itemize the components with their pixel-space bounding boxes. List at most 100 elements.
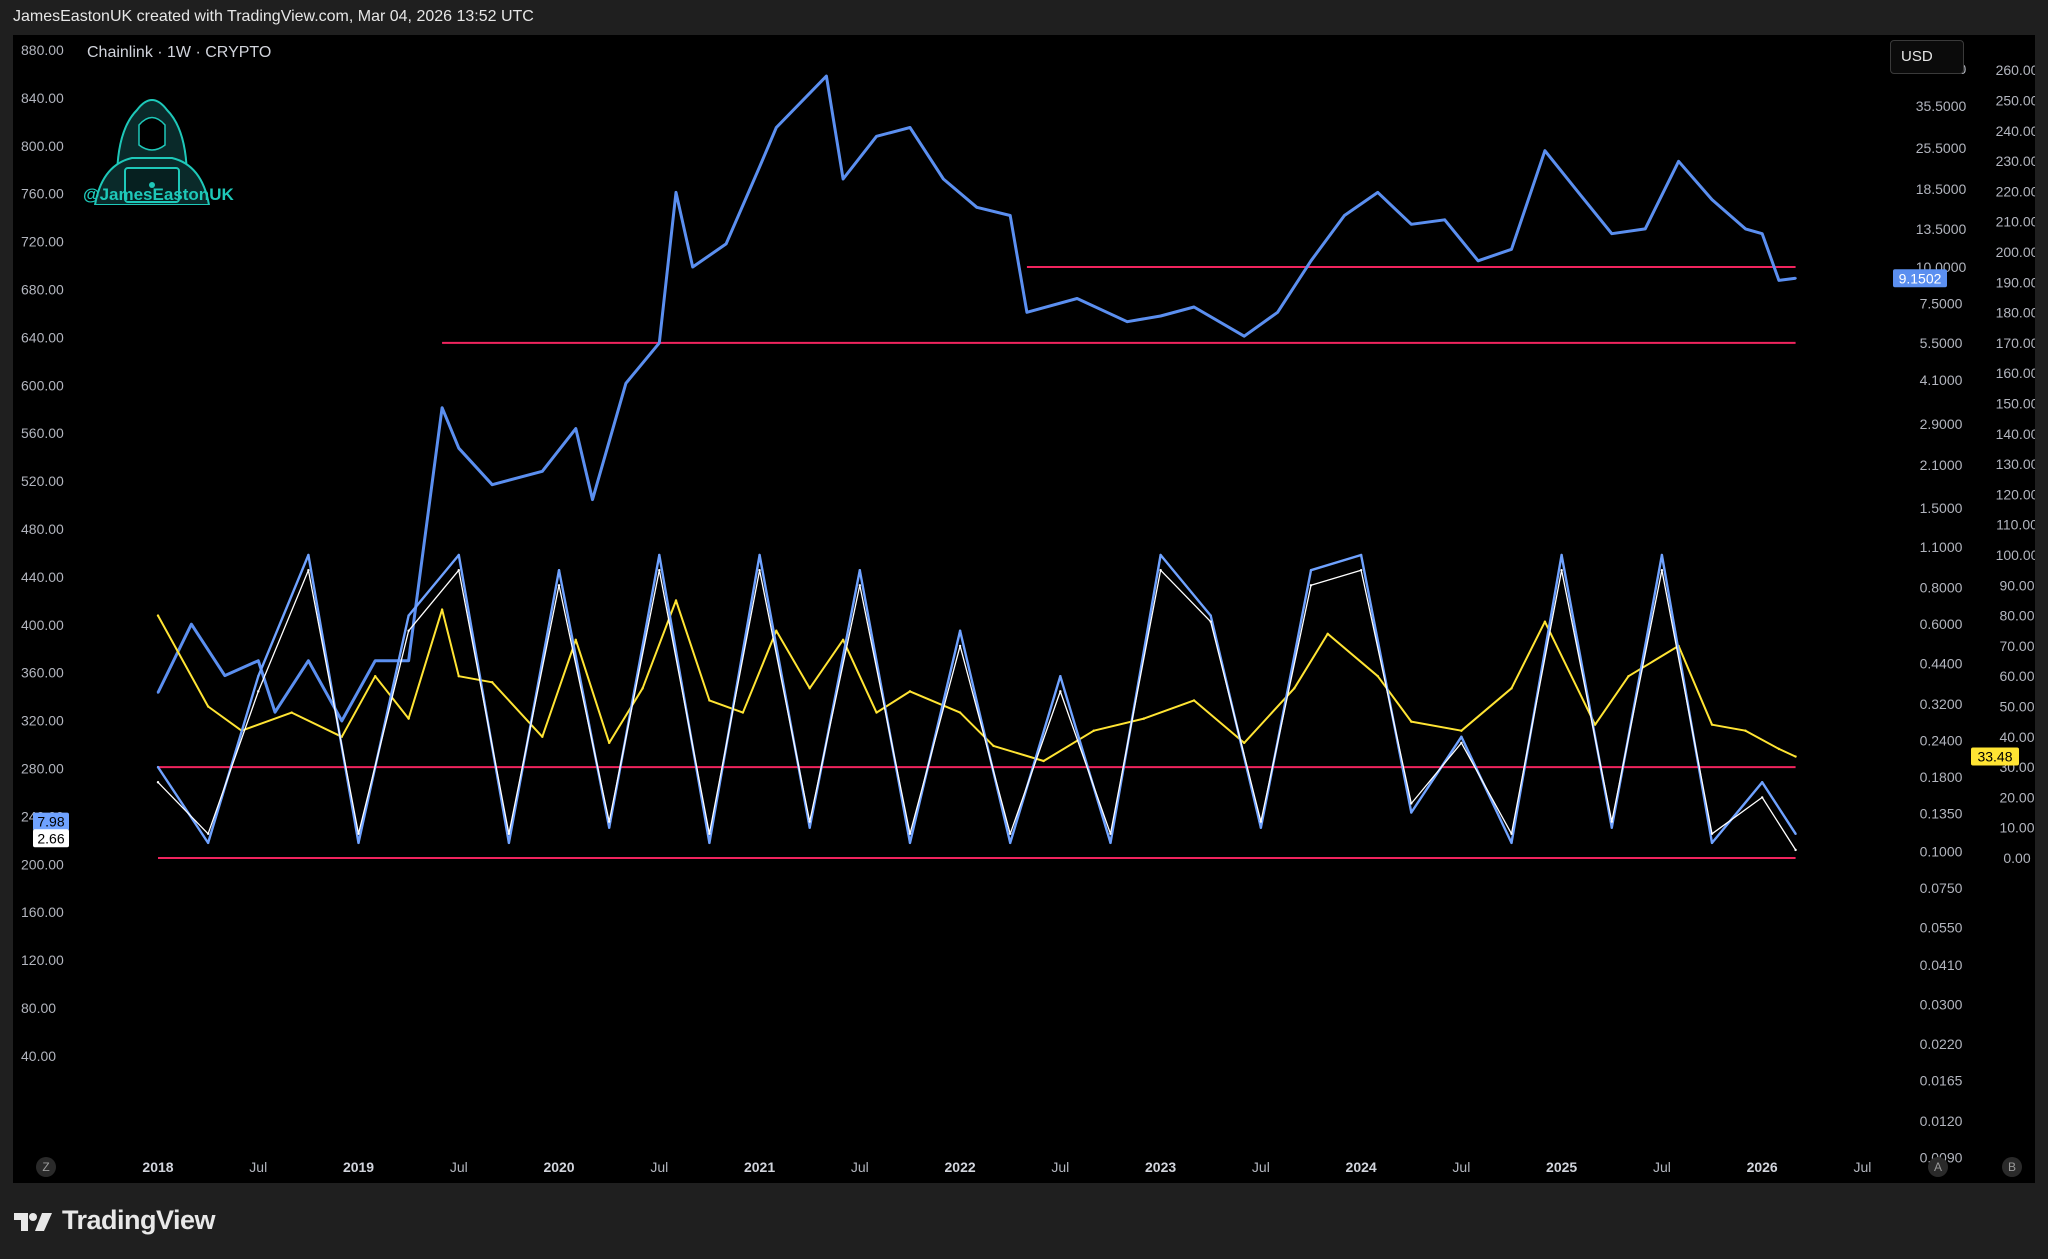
stoch-d-tag-bg — [33, 829, 69, 848]
left-axis-label: 800.00 — [21, 138, 64, 154]
x-axis-label: Jul — [851, 1159, 869, 1175]
price-point — [307, 659, 310, 662]
oscillator-point — [1627, 675, 1630, 678]
stoch-k-line — [156, 553, 1797, 845]
stoch-d-point — [557, 584, 561, 587]
stoch-k-point — [708, 841, 711, 845]
timezone-button[interactable]: Z — [36, 1157, 56, 1177]
stoch-k-point — [1109, 841, 1112, 845]
stoch-d-point — [1510, 832, 1513, 835]
oscillator-point — [741, 711, 745, 714]
price-axis-label: 0.8000 — [1920, 580, 1963, 596]
stoch-d-point — [958, 644, 962, 648]
price-point — [223, 674, 227, 677]
x-axis-label: 2025 — [1546, 1159, 1577, 1175]
price-point — [1677, 160, 1680, 163]
price-axis-label: 0.1800 — [1920, 769, 1963, 785]
right-axis-label: 40.00 — [1999, 729, 2034, 745]
x-axis-label: Jul — [1853, 1159, 1871, 1175]
price-axis-label: 18.5000 — [1916, 181, 1967, 197]
price-tag: 9.1502 — [1899, 270, 1942, 286]
price-point — [1794, 277, 1797, 280]
left-axis-label: 480.00 — [21, 521, 64, 537]
right-axis-label: 60.00 — [1999, 668, 2034, 684]
oscillator-point — [1092, 729, 1095, 732]
stoch-d-point — [808, 820, 811, 823]
stoch-k-point — [557, 568, 561, 572]
stoch-d-point — [1710, 832, 1714, 835]
oscillator-point — [206, 705, 210, 708]
right-axis-label: 200.00 — [1996, 244, 2035, 260]
price-point — [374, 659, 377, 662]
stoch-d-point — [156, 781, 160, 784]
oscillator-point — [1777, 747, 1781, 751]
x-axis-label: 2018 — [142, 1159, 173, 1175]
right-axis-label: 210.00 — [1996, 214, 2035, 230]
tradingview-logo[interactable]: TradingView — [14, 1205, 216, 1236]
price-point — [1075, 297, 1079, 300]
oscillator-point — [958, 711, 962, 714]
stoch-d-point — [1610, 820, 1613, 823]
oscillator-point — [908, 690, 912, 693]
currency-button[interactable]: USD — [1890, 40, 1964, 74]
stoch-d-point — [206, 832, 210, 835]
right-axis-label: 170.00 — [1996, 335, 2035, 351]
left-axis-label: 760.00 — [21, 186, 64, 202]
oscillator-point — [1376, 675, 1380, 678]
price-axis-label: 0.0300 — [1920, 996, 1963, 1012]
chart-panel[interactable]: 880.00 840.00 800.00 760.00 720.00 680.00 640.… — [13, 35, 2035, 1183]
price-axis-label: 0.0550 — [1920, 920, 1963, 936]
left-axis-label: 440.00 — [21, 569, 64, 585]
oscillator-point — [1710, 723, 1714, 726]
stoch-k-point — [1710, 841, 1714, 845]
oscillator-point — [407, 717, 410, 720]
stoch-k-point — [1159, 553, 1162, 557]
x-axis-label: 2026 — [1747, 1159, 1778, 1175]
price-point — [457, 446, 460, 450]
oscillator-point — [1794, 755, 1797, 758]
oscillator-point — [457, 675, 460, 678]
left-axis-label: 280.00 — [21, 761, 64, 777]
oscillator-tag-bg — [1971, 747, 2019, 766]
stoch-k-point — [1610, 826, 1613, 829]
chart-svg[interactable]: 880.00 840.00 800.00 760.00 720.00 680.00 640.… — [13, 35, 2035, 1183]
price-point — [1760, 232, 1764, 235]
price-point — [1543, 149, 1547, 152]
stoch-k-point — [457, 553, 460, 557]
price-axis-label: 0.1000 — [1920, 844, 1963, 860]
price-point — [1343, 214, 1346, 217]
right-axis-label: 70.00 — [1999, 638, 2034, 654]
right-axis-label: 10.00 — [1999, 820, 2034, 836]
x-axis-label: Jul — [1051, 1159, 1069, 1175]
oscillator-point — [1142, 717, 1146, 720]
stoch-d-point — [307, 568, 310, 572]
price-point — [1710, 198, 1714, 201]
stoch-k-tag: 7.98 — [37, 814, 64, 830]
price-axis-label: 0.0220 — [1920, 1036, 1963, 1052]
stoch-d-point — [1410, 802, 1413, 805]
price-point — [1309, 259, 1313, 263]
price-point — [541, 470, 544, 473]
x-axis-label: Jul — [650, 1159, 668, 1175]
stoch-k-point — [858, 568, 862, 572]
stoch-d-point — [858, 584, 862, 587]
base-scale-button[interactable]: B — [2002, 1157, 2022, 1177]
right-axis-label: 160.00 — [1996, 365, 2035, 381]
oscillator-point — [641, 687, 644, 690]
stoch-d-point — [1259, 820, 1263, 823]
oscillator-point — [1510, 687, 1513, 690]
footer-brand: TradingView — [62, 1205, 216, 1235]
auto-scale-button[interactable]: A — [1928, 1157, 1948, 1177]
stoch-d-point — [708, 832, 711, 835]
stoch-k-point — [407, 614, 410, 617]
stoch-k-point — [1259, 826, 1263, 829]
price-axis-label: 0.6000 — [1920, 616, 1963, 632]
oscillator-tag: 33.48 — [1977, 749, 2012, 765]
stoch-d-point — [507, 832, 511, 835]
stoch-d-point — [1560, 568, 1563, 572]
right-axis-label: 110.00 — [1996, 517, 2035, 533]
stoch-k-point — [808, 826, 811, 829]
x-axis-label: Jul — [1653, 1159, 1671, 1175]
left-axis-label: 360.00 — [21, 665, 64, 681]
x-axis-label: 2020 — [543, 1159, 574, 1175]
